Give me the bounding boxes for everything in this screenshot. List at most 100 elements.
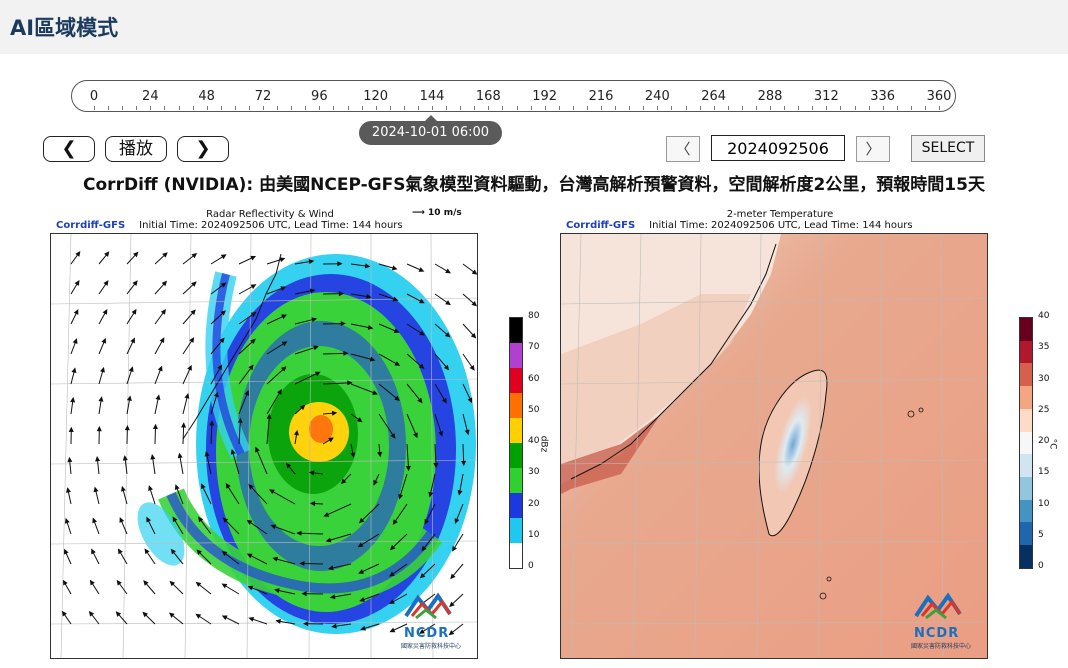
- colorbar-tick-label: 10: [528, 529, 540, 540]
- wind-arrow-head: [184, 393, 190, 399]
- timeline-tick-mark: [94, 106, 95, 110]
- wind-arrow-head: [116, 579, 122, 586]
- timeline-tick-mark: [558, 106, 560, 110]
- wind-arrow-head: [64, 517, 70, 524]
- timeline-tick-label[interactable]: 144: [419, 89, 445, 104]
- timeline-tick-mark: [741, 106, 743, 110]
- timeline-tick-label[interactable]: 24: [142, 89, 159, 104]
- timeline-tick-label[interactable]: 0: [89, 89, 99, 104]
- wind-arrow-head: [219, 337, 225, 344]
- timeline-tick-label[interactable]: 216: [588, 89, 614, 104]
- colorbar-tick-label: 70: [528, 342, 540, 353]
- wind-arrow-head: [308, 259, 315, 265]
- ncdr-logo-temp: [914, 592, 962, 620]
- colorbar-segment: [1020, 363, 1032, 387]
- wind-arrow-head: [276, 389, 282, 395]
- wind-arrow-head: [71, 367, 77, 374]
- timeline-tick-label[interactable]: 264: [701, 89, 727, 104]
- wind-arrow-head: [367, 324, 374, 330]
- timeline-tick-label[interactable]: 48: [198, 89, 215, 104]
- wind-arrow-head: [358, 517, 365, 524]
- colorbar-segment: [510, 393, 522, 418]
- previous-step-button[interactable]: ❮: [43, 136, 95, 162]
- wind-arrow-head: [350, 452, 356, 458]
- timeline-tick-label[interactable]: 168: [475, 89, 501, 104]
- timeline-tick-mark: [699, 106, 701, 110]
- wind-arrow-head: [74, 280, 80, 286]
- timeline-tick-label[interactable]: 312: [813, 89, 839, 104]
- timeline-tick-mark: [812, 106, 814, 110]
- wind-arrow-head: [450, 573, 456, 580]
- timeline-tick-mark: [291, 106, 293, 110]
- wind-arrow-head: [159, 337, 165, 344]
- wind-arrow-head: [419, 629, 425, 634]
- temperature-map-image[interactable]: NCDR 國家災害防救科技中心: [560, 233, 988, 659]
- wind-arrow: [398, 473, 408, 499]
- wind-arrow-head: [323, 512, 330, 517]
- timeline-tick-mark: [530, 106, 532, 110]
- wind-arrow-head: [102, 308, 108, 315]
- wind-arrow: [248, 484, 268, 505]
- timeline-tick-label[interactable]: 360: [926, 89, 952, 104]
- wind-arrow: [406, 413, 418, 438]
- wind-arrow-head: [366, 293, 372, 300]
- temperature-colorbar: [1019, 317, 1033, 569]
- timeline-tick-label[interactable]: 72: [254, 89, 272, 104]
- current-time-badge: 2024-10-01 06:00: [359, 115, 502, 145]
- ncdr-logo-text: NCDR: [404, 626, 450, 641]
- typhoon-rain-bands: [137, 254, 476, 634]
- wind-arrow-head: [421, 545, 427, 552]
- wind-arrow-head: [364, 263, 371, 269]
- colorbar-tick-label: 40: [1038, 311, 1050, 321]
- timeline-tick-mark: [375, 106, 377, 110]
- wind-arrow-head: [70, 396, 76, 403]
- wind-arrow-head: [117, 548, 123, 555]
- timeline-tick-mark: [882, 106, 884, 110]
- wind-arrow-head: [155, 394, 161, 400]
- wind-arrow: [359, 503, 380, 523]
- radar-map-image[interactable]: NCDR 國家災害防救科技中心: [50, 233, 478, 659]
- wind-arrow-head: [63, 548, 69, 555]
- wind-arrow-head: [392, 296, 399, 302]
- timeline-tick-mark: [896, 106, 898, 110]
- initial-date-input[interactable]: [711, 135, 845, 161]
- date-next-button[interactable]: 〉: [856, 136, 890, 162]
- wind-arrow: [350, 383, 378, 395]
- timeline-tick-label[interactable]: 120: [363, 89, 389, 104]
- wind-arrow-head: [369, 356, 376, 362]
- wind-arrow-head: [337, 261, 343, 267]
- play-button[interactable]: 播放: [105, 136, 167, 162]
- wind-scale-legend: ⟶ 10 m/s: [412, 208, 462, 218]
- wind-arrow-head: [413, 432, 418, 439]
- wind-arrow-head: [338, 291, 345, 297]
- timeline-tick-label[interactable]: 336: [870, 89, 896, 104]
- wind-arrow-head: [91, 548, 96, 555]
- wind-arrow-head: [221, 583, 228, 589]
- timeline-tick-mark: [770, 106, 771, 110]
- wind-arrow-head: [308, 470, 315, 476]
- wind-arrow-head: [181, 422, 187, 428]
- timeline-tick-label[interactable]: 240: [644, 89, 670, 104]
- timeline-tick-mark: [924, 106, 926, 110]
- timeline-tick-label[interactable]: 96: [311, 89, 328, 104]
- wind-arrow-head: [133, 251, 139, 258]
- wind-arrow: [266, 389, 282, 415]
- timeline-tick-label[interactable]: 192: [532, 89, 558, 104]
- timeline-tick-mark: [488, 106, 490, 110]
- timeline-tick-mark: [361, 106, 363, 110]
- wind-arrow-head: [417, 397, 423, 404]
- timeline-tick-label[interactable]: 288: [757, 89, 783, 104]
- wind-arrow-head: [469, 365, 475, 371]
- forecast-hour-timeline[interactable]: 0 24 48 72 96 120 144 168 192 216 240 264 288 312 336 3…: [71, 80, 956, 112]
- wind-arrow-head: [443, 364, 450, 371]
- wind-arrow-head: [457, 490, 463, 496]
- colorbar-tick-label: 80: [528, 311, 540, 321]
- date-previous-button[interactable]: 〈: [666, 136, 700, 162]
- timeline-tick-mark: [178, 106, 180, 110]
- wind-arrow-head: [152, 423, 158, 430]
- select-button[interactable]: SELECT: [911, 135, 985, 162]
- next-step-button[interactable]: ❯: [177, 136, 229, 162]
- wind-arrow-head: [119, 517, 125, 523]
- wind-arrow-head: [285, 462, 292, 469]
- wind-arrow-head: [293, 429, 299, 436]
